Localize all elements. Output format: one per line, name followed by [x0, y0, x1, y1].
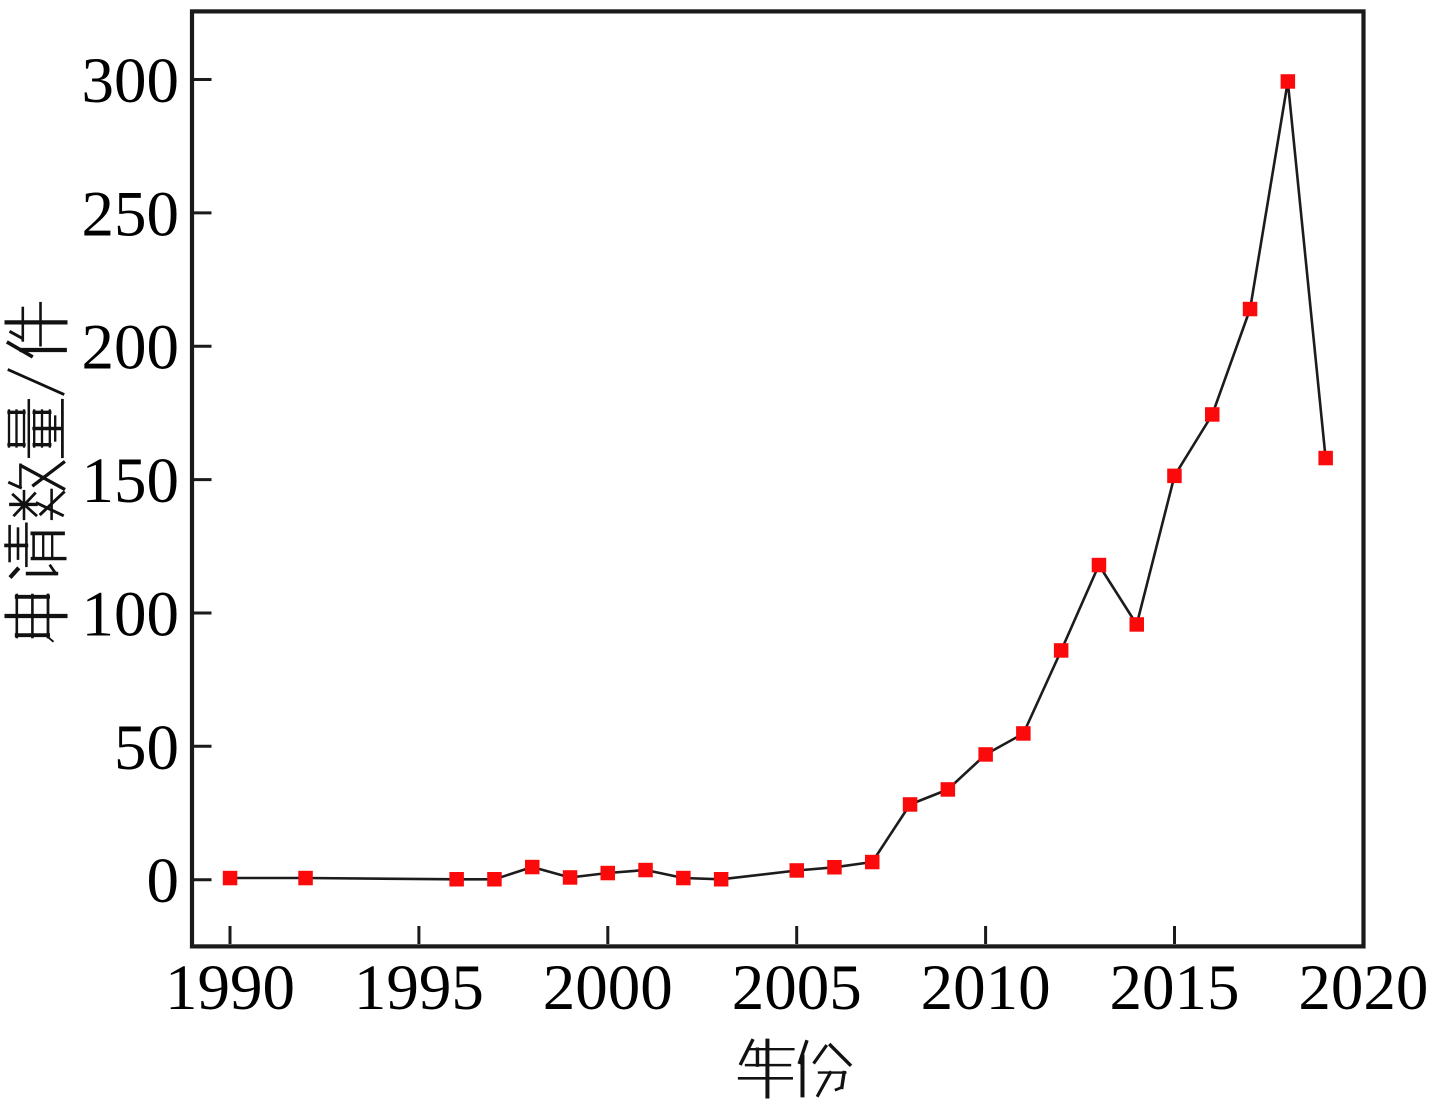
svg-text:2000: 2000: [543, 952, 673, 1024]
svg-text:250: 250: [82, 178, 180, 250]
svg-text:2010: 2010: [921, 952, 1051, 1024]
svg-text:50: 50: [114, 712, 179, 784]
svg-text:150: 150: [82, 445, 180, 517]
svg-text:100: 100: [82, 579, 180, 651]
svg-text:0: 0: [147, 845, 180, 917]
svg-text:300: 300: [82, 45, 180, 117]
svg-text:200: 200: [82, 312, 180, 384]
svg-text:2015: 2015: [1110, 952, 1240, 1024]
svg-text:1995: 1995: [354, 952, 484, 1024]
svg-text:1990: 1990: [165, 952, 295, 1024]
svg-text:2005: 2005: [732, 952, 862, 1024]
svg-text:2020: 2020: [1298, 952, 1428, 1024]
